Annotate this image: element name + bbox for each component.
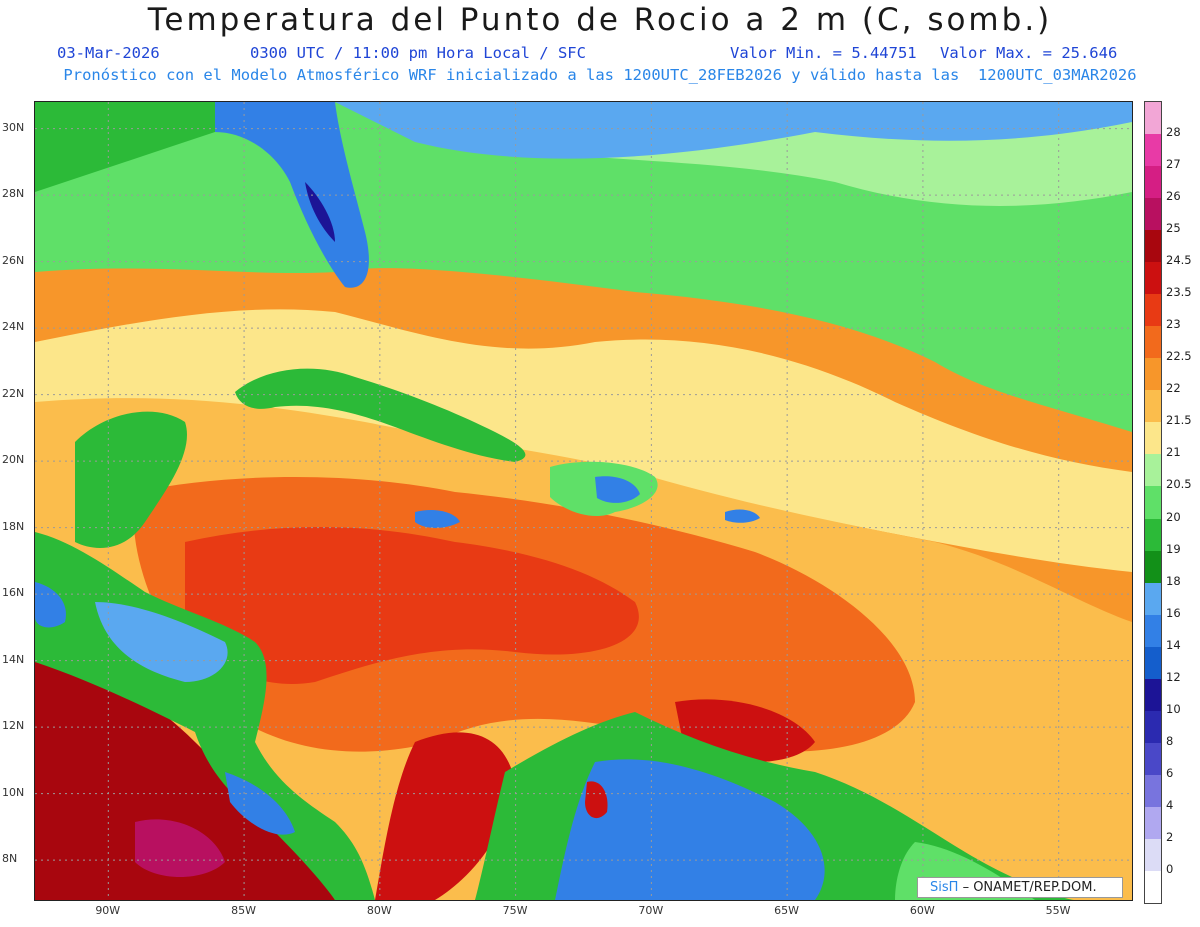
legend-swatch [1145,198,1161,231]
legend-level-label: 22 [1166,381,1181,396]
legend-swatch [1145,166,1161,199]
lat-tick-label: 28N [2,187,25,201]
legend-swatch [1145,614,1161,648]
credit-org: – ONAMET/REP.DOM. [962,880,1097,895]
lon-tick-label: 60W [909,904,935,917]
legend-swatch [1145,710,1161,744]
legend-level-label: 20.5 [1166,477,1192,492]
credit-box: SisΠ – ONAMET/REP.DOM. [917,877,1123,898]
legend-swatch [1145,550,1161,584]
lat-tick-label: 10N [2,785,25,799]
jamaica-land [415,510,460,528]
legend-level-label: 26 [1166,189,1181,204]
lon-tick-label: 80W [366,904,392,917]
north-blue-band [335,102,1132,159]
chart-title: Temperatura del Punto de Rocio a 2 m (C,… [147,2,1053,38]
caribbean-hot-zone [185,527,639,684]
legend-level-label: 19 [1166,541,1181,556]
model-info: Pronóstico con el Modelo Atmosférico WRF… [63,66,1137,84]
legend-level-label: 21.5 [1166,413,1192,428]
legend-swatch [1145,134,1161,167]
florida-land [215,102,369,288]
legend-swatch [1145,326,1161,359]
honduras-blue [95,602,228,682]
min-value: Valor Min. = 5.44751 [730,44,917,62]
legend-level-label: 12 [1166,669,1181,684]
legend-level-label: 8 [1166,733,1174,748]
legend-level-label: 0 [1166,861,1174,876]
lat-tick-label: 14N [2,652,25,666]
legend-swatch [1145,646,1161,680]
lat-tick-label: 12N [2,719,25,733]
legend-level-label: 23 [1166,317,1181,332]
maracaibo-lake-red [585,781,608,819]
legend-level-label: 20 [1166,509,1181,524]
forecast-time: 0300 UTC / 11:00 pm Hora Local / SFC [250,44,586,62]
lon-tick-label: 90W [95,904,121,917]
lat-tick-label: 20N [2,453,25,467]
dewpoint-map [34,101,1133,901]
legend-swatch [1145,774,1161,808]
legend-level-label: 6 [1166,765,1174,780]
costa-rica-blue [225,772,295,835]
lon-tick-label: 85W [231,904,256,917]
legend-swatch [1145,518,1161,552]
legend-level-label: 14 [1166,637,1181,652]
lon-tick-label: 55W [1045,904,1071,917]
legend-swatch [1145,102,1161,135]
legend-swatch [1145,870,1161,903]
hispaniola-blue [595,476,640,503]
legend-level-label: 28 [1166,125,1181,140]
lat-tick-label: 22N [2,386,25,400]
legend-level-label: 4 [1166,797,1174,812]
map-canvas [35,102,1132,900]
legend-level-label: 10 [1166,701,1181,716]
color-legend [1144,101,1162,904]
colombia-basin-red [375,732,515,900]
puerto-rico-land [725,509,760,523]
legend-swatch [1145,358,1161,391]
gulf-coast-land [35,102,215,192]
legend-swatch [1145,454,1161,487]
pacific-magenta-patch [135,819,225,877]
lon-tick-label: 75W [502,904,528,917]
lat-tick-label: 16N [2,586,25,600]
legend-level-label: 27 [1166,157,1181,172]
forecast-date: 03-Mar-2026 [57,44,160,62]
legend-swatch [1145,806,1161,840]
legend-level-label: 23.5 [1166,285,1192,300]
legend-swatch [1145,486,1161,519]
florida-dark [305,182,335,242]
legend-swatch [1145,230,1161,263]
legend-swatch [1145,390,1161,423]
lat-tick-label: 18N [2,519,25,533]
legend-level-label: 24.5 [1166,253,1192,268]
legend-level-label: 16 [1166,605,1181,620]
legend-swatch [1145,582,1161,616]
legend-level-label: 22.5 [1166,349,1192,364]
lon-tick-label: 65W [774,904,800,917]
maracaibo-blue [555,759,825,900]
lon-tick-label: 70W [638,904,664,917]
pacific-hot-zone [35,642,335,900]
legend-swatch [1145,294,1161,327]
legend-level-label: 2 [1166,829,1174,844]
legend-level-label: 18 [1166,573,1181,588]
legend-swatch [1145,262,1161,295]
legend-swatch [1145,838,1161,872]
graticule [35,102,1132,900]
legend-level-label: 25 [1166,221,1181,236]
sispi-logo: SisΠ [930,880,959,895]
legend-level-label: 21 [1166,445,1181,460]
guatemala-blue [35,582,66,628]
yucatan-land [75,411,187,548]
lat-tick-label: 26N [2,253,25,267]
legend-swatch [1145,742,1161,776]
lat-tick-label: 30N [2,120,25,134]
lat-tick-label: 24N [2,320,25,334]
lat-tick-label: 8N [2,852,18,866]
legend-swatch [1145,678,1161,712]
legend-swatch [1145,422,1161,455]
max-value: Valor Max. = 25.646 [940,44,1118,62]
